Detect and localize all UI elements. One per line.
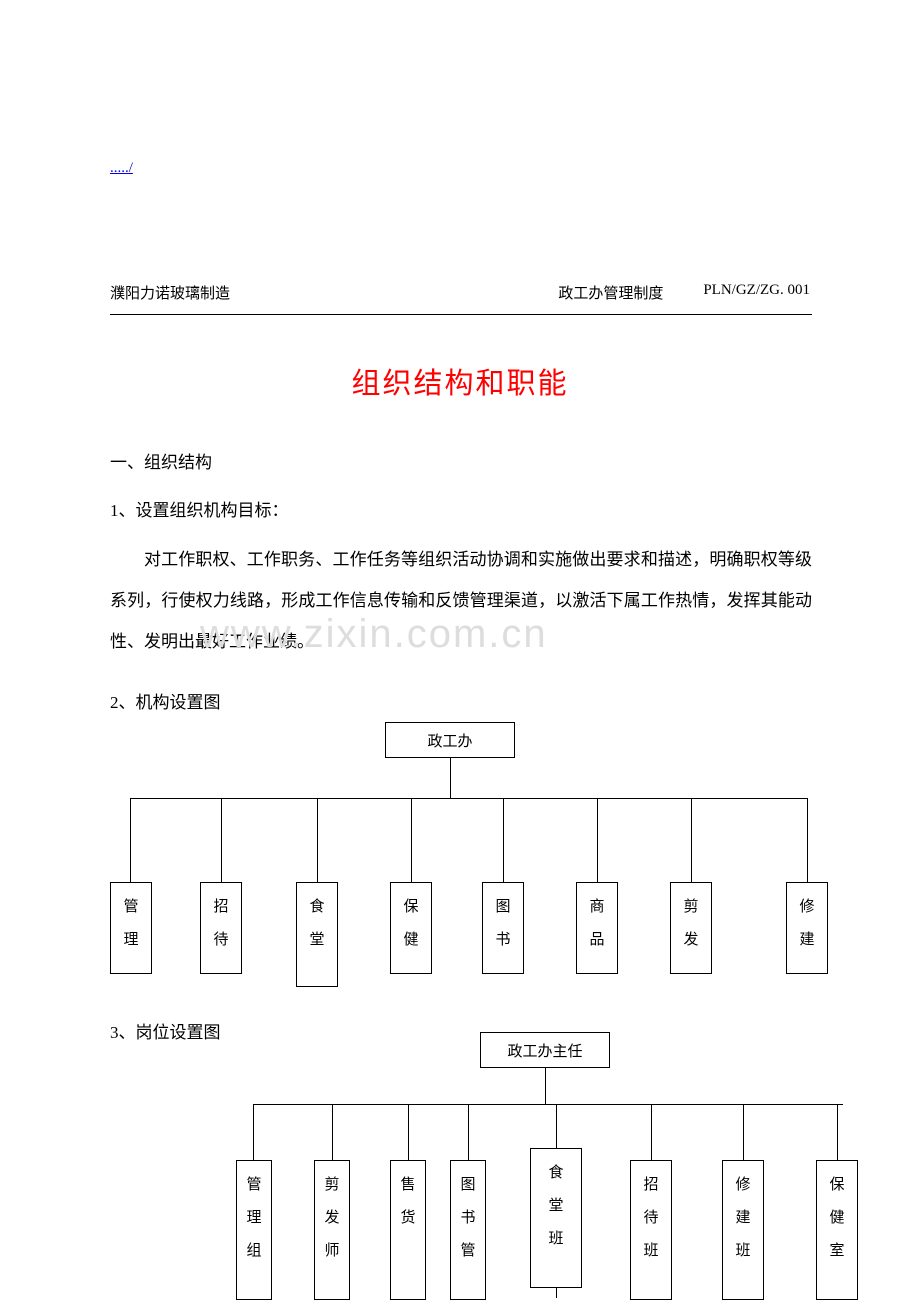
org-node: 管理组 <box>236 1160 272 1300</box>
connector-line <box>130 798 808 799</box>
connector-line <box>253 1104 843 1105</box>
org-chart-1: 政工办管理招待食堂保健图书商品剪发修建 <box>110 722 812 1002</box>
org-node: 食堂班 <box>530 1148 582 1288</box>
connector-line <box>743 1104 744 1160</box>
org-node: 招待 <box>200 882 242 974</box>
connector-line <box>837 1104 838 1160</box>
connector-line <box>556 1104 557 1148</box>
connector-line <box>807 798 808 882</box>
connector-line <box>597 798 598 882</box>
connector-line <box>556 1288 557 1298</box>
org-chart-2: 政工办主任管理组剪发师售货图书管食堂班招待班修建班保健室 <box>110 1018 812 1308</box>
top-link[interactable]: ...../ <box>110 160 133 177</box>
connector-line <box>651 1104 652 1160</box>
org-node: 保健室 <box>816 1160 858 1300</box>
header-company: 濮阳力诺玻璃制造 <box>110 282 230 303</box>
header-doc-code: PLN/GZ/ZG. 001 <box>703 282 810 303</box>
header-rule <box>110 314 812 315</box>
connector-line <box>503 798 504 882</box>
org-node: 图书管 <box>450 1160 486 1300</box>
connector-line <box>332 1104 333 1160</box>
org-node: 修建班 <box>722 1160 764 1300</box>
section-heading-1: 一、组织结构 <box>110 448 212 473</box>
org-node: 售货 <box>390 1160 426 1300</box>
connector-line <box>408 1104 409 1160</box>
connector-line <box>691 798 692 882</box>
connector-line <box>468 1104 469 1160</box>
org-node: 政工办主任 <box>480 1032 610 1068</box>
org-node: 修建 <box>786 882 828 974</box>
section-heading-2: 1、设置组织机构目标： <box>110 496 289 521</box>
org-node: 管理 <box>110 882 152 974</box>
org-node: 商品 <box>576 882 618 974</box>
org-node: 图书 <box>482 882 524 974</box>
org-node: 招待班 <box>630 1160 672 1300</box>
connector-line <box>317 798 318 882</box>
connector-line <box>545 1068 546 1104</box>
connector-line <box>411 798 412 882</box>
org-node: 政工办 <box>385 722 515 758</box>
connector-line <box>450 758 451 798</box>
connector-line <box>253 1104 254 1160</box>
connector-line <box>130 798 131 882</box>
org-node: 保健 <box>390 882 432 974</box>
org-node: 剪发师 <box>314 1160 350 1300</box>
org-node: 食堂 <box>296 882 338 987</box>
watermark-text: www.zixin.com.cn <box>200 612 548 657</box>
header-doc-title: 政工办管理制度 <box>558 282 663 303</box>
page-header: 濮阳力诺玻璃制造 政工办管理制度 PLN/GZ/ZG. 001 <box>110 282 810 303</box>
connector-line <box>221 798 222 882</box>
page-title: 组织结构和职能 <box>0 360 920 402</box>
org-node: 剪发 <box>670 882 712 974</box>
section-heading-3: 2、机构设置图 <box>110 688 221 713</box>
